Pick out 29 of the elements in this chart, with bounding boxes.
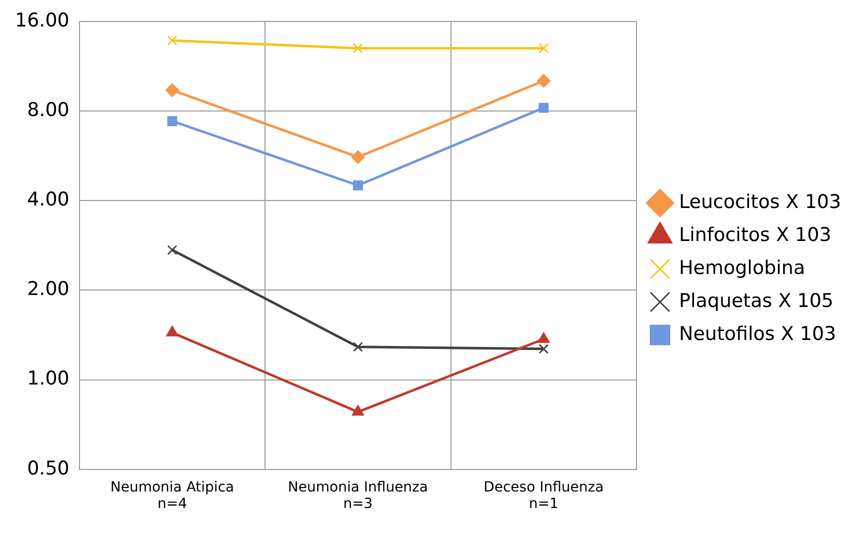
point (167, 36, 178, 46)
point (351, 150, 365, 164)
point (536, 74, 550, 88)
legend-label: Plaquetas X 105 (679, 290, 834, 312)
point (538, 332, 550, 343)
point (538, 102, 549, 113)
x-tick-label: Deceso Influenza n=1 (484, 479, 604, 512)
point (352, 405, 364, 416)
x-tick-label: Neumonia Atipica n=4 (110, 479, 234, 512)
y-tick-label: 4.00 (27, 188, 70, 211)
y-tick-label: 8.00 (27, 98, 70, 121)
point (538, 344, 549, 354)
legend-label: Linfocitos X 103 (679, 224, 832, 246)
point (165, 83, 179, 97)
point (352, 342, 363, 352)
y-tick-label: 1.00 (27, 368, 70, 390)
point (352, 180, 363, 190)
point (538, 43, 549, 54)
y-tick-label: 0.50 (27, 457, 70, 480)
y-tick-label: 16.00 (14, 9, 70, 32)
legend-label: Neutofilos X 103 (679, 322, 836, 345)
point (166, 326, 178, 336)
x-tick-label: Neumonia Influenza n=3 (288, 479, 428, 512)
point (167, 244, 178, 255)
legend-label: Hemoglobina (679, 256, 806, 279)
legend-label: Leucocitos X 103 (679, 190, 842, 213)
y-tick-label: 2.00 (27, 278, 70, 300)
point (352, 43, 363, 54)
point (167, 116, 178, 126)
